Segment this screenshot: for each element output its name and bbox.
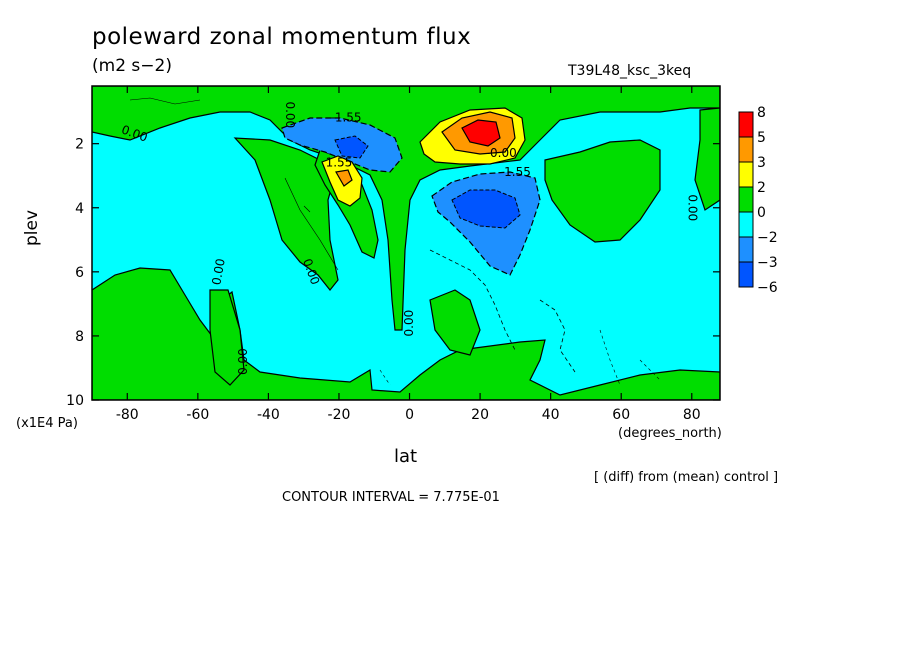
colorbar: 8 5 3 2 0 −2 −3 −6 bbox=[738, 105, 778, 296]
contour-label: 0.00 bbox=[209, 257, 227, 286]
region-positive-bottom-right bbox=[429, 289, 481, 356]
region-negative-nh-2 bbox=[451, 189, 521, 229]
region-positive-east-lobe bbox=[544, 139, 661, 243]
colorbar-swatch bbox=[738, 111, 754, 138]
colorbar-label: 8 bbox=[757, 105, 766, 121]
x-tick-label: 80 bbox=[683, 407, 701, 423]
colorbar-swatch bbox=[738, 136, 754, 163]
chart-title: poleward zonal momentum flux bbox=[92, 24, 472, 50]
y-tick-label: 8 bbox=[75, 329, 84, 345]
contour-label: -0.00 bbox=[486, 146, 517, 160]
colorbar-swatch bbox=[738, 261, 754, 288]
x-tick-label: -60 bbox=[186, 407, 209, 423]
colorbar-label: 2 bbox=[757, 180, 766, 196]
contour-label: 0.00 bbox=[402, 310, 416, 337]
y-tick-label: 6 bbox=[75, 265, 84, 281]
y-tick-label: 4 bbox=[75, 201, 84, 217]
colorbar-swatch bbox=[738, 236, 754, 263]
run-name: T39L48_ksc_3keq bbox=[568, 63, 692, 79]
plot-frame bbox=[91, 85, 721, 401]
thin-contour-west bbox=[129, 97, 339, 271]
contour-label: 0.00 bbox=[685, 194, 699, 221]
contour-field bbox=[92, 86, 720, 400]
x-tick-label: 40 bbox=[542, 407, 560, 423]
contour-interval: CONTOUR INTERVAL = 7.775E-01 bbox=[282, 490, 500, 505]
colorbar-swatch bbox=[738, 186, 754, 213]
colorbar-swatch bbox=[738, 211, 754, 238]
y-axis-units: (x1E4 Pa) bbox=[16, 416, 78, 431]
x-tick-label: -20 bbox=[328, 407, 351, 423]
contour-label: 0.00 bbox=[236, 348, 250, 375]
contour-label: -1.55 bbox=[330, 111, 361, 125]
x-tick-label: 20 bbox=[471, 407, 489, 423]
x-axis-units: (degrees_north) bbox=[618, 426, 722, 441]
y-tick-label: 2 bbox=[75, 137, 84, 153]
region-positive-top bbox=[92, 86, 720, 331]
bottom-contours bbox=[379, 329, 661, 386]
colorbar-label: −6 bbox=[757, 280, 778, 296]
region-positive-nh-5 bbox=[461, 119, 501, 147]
dashed-contour-nh bbox=[429, 249, 576, 373]
x-tick-label: 0 bbox=[405, 407, 414, 423]
colorbar-label: 0 bbox=[757, 205, 766, 221]
colorbar-label: −3 bbox=[757, 255, 778, 271]
region-positive-column bbox=[209, 289, 245, 386]
contour-label: -1.55 bbox=[500, 165, 531, 179]
contour-label: 1.55 bbox=[326, 155, 353, 169]
x-tick-label: -80 bbox=[116, 407, 139, 423]
region-positive-sh-3 bbox=[335, 169, 353, 187]
chart-units: (m2 s−2) bbox=[92, 56, 172, 76]
region-positive-south bbox=[92, 267, 720, 400]
y-tick-label: 10 bbox=[66, 393, 84, 409]
region-positive-west-tongue bbox=[233, 137, 339, 291]
y-axis: 2 4 6 8 10 bbox=[66, 137, 720, 409]
region-positive-east-edge bbox=[694, 107, 720, 211]
x-tick-label: 60 bbox=[612, 407, 630, 423]
colorbar-label: 5 bbox=[757, 130, 766, 146]
colorbar-swatch bbox=[738, 161, 754, 188]
diff-note: [ (diff) from (mean) control ] bbox=[594, 470, 779, 485]
colorbar-label: −2 bbox=[757, 230, 778, 246]
contour-label: 0.00 bbox=[283, 101, 297, 128]
region-negative-sh-2 bbox=[334, 135, 369, 159]
colorbar-label: 3 bbox=[757, 155, 766, 171]
x-axis: -80 -60 -40 -20 0 20 40 60 80 bbox=[116, 86, 701, 423]
x-axis-label: lat bbox=[394, 446, 418, 467]
x-tick-label: -40 bbox=[257, 407, 280, 423]
